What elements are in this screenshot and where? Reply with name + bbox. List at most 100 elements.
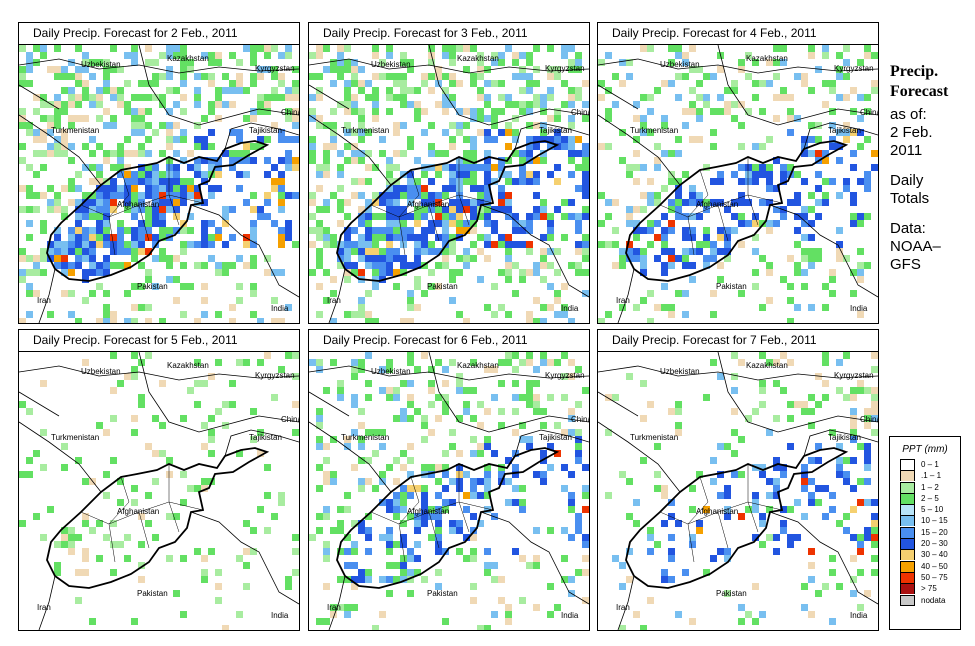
label-afghanistan: Afghanistan — [407, 507, 449, 516]
label-kyrgyzstan: Kyrgyzstan — [834, 64, 874, 73]
precip-map: Kazakhstan Uzbekistan Kyrgyzstan China Turkm… — [598, 45, 878, 323]
panel-title: Daily Precip. Forecast for 3 Feb., 2011 — [309, 23, 589, 45]
label-iran: Iran — [327, 296, 341, 305]
legend-swatch — [900, 504, 915, 516]
totals-line1: Daily — [890, 172, 924, 189]
side-title-line1: Precip. — [890, 63, 939, 80]
label-uzbekistan: Uzbekistan — [371, 60, 411, 69]
legend-swatch — [900, 594, 915, 606]
data-line3: GFS — [890, 256, 921, 273]
legend-swatch — [900, 571, 915, 583]
country-labels: Kazakhstan Uzbekistan Kyrgyzstan China Turkm… — [37, 54, 299, 313]
country-labels: Kazakhstan Uzbekistan Kyrgyzstan China Turkm… — [327, 361, 589, 620]
legend-item: 50 – 75 — [890, 571, 960, 583]
label-kyrgyzstan: Kyrgyzstan — [545, 371, 585, 380]
label-iran: Iran — [37, 296, 51, 305]
label-china: China — [860, 108, 878, 117]
forecast-panel-3: Daily Precip. Forecast for 4 Feb., 2011 … — [597, 22, 879, 324]
data-line2: NOAA– — [890, 238, 941, 255]
label-pakistan: Pakistan — [137, 589, 168, 598]
precip-map: Kazakhstan Uzbekistan Kyrgyzstan China Turkm… — [309, 45, 589, 323]
label-afghanistan: Afghanistan — [117, 507, 159, 516]
legend-swatch — [900, 459, 915, 470]
legend-swatch — [900, 538, 915, 550]
label-china: China — [571, 108, 589, 117]
legend-swatch — [900, 470, 915, 482]
label-kyrgyzstan: Kyrgyzstan — [255, 371, 295, 380]
label-pakistan: Pakistan — [716, 589, 747, 598]
label-uzbekistan: Uzbekistan — [371, 367, 411, 376]
label-china: China — [281, 415, 299, 424]
label-china: China — [281, 108, 299, 117]
label-iran: Iran — [616, 603, 630, 612]
legend-title: PPT (mm) — [902, 444, 948, 455]
precip-cells — [309, 45, 589, 323]
legend-item: .1 – 1 — [890, 470, 960, 482]
legend-item: 2 – 5 — [890, 492, 960, 504]
forecast-panel-5: Daily Precip. Forecast for 6 Feb., 2011 … — [308, 329, 590, 631]
legend-item: > 75 — [890, 583, 960, 595]
label-uzbekistan: Uzbekistan — [81, 60, 121, 69]
side-title-line2: Forecast — [890, 83, 949, 100]
legend-swatch — [900, 492, 915, 504]
forecast-panel-1: Daily Precip. Forecast for 2 Feb., 2011 … — [18, 22, 300, 324]
label-afghanistan: Afghanistan — [696, 200, 738, 209]
label-china: China — [860, 415, 878, 424]
label-afghanistan: Afghanistan — [407, 200, 449, 209]
precip-cells — [309, 352, 589, 630]
legend-label: 2 – 5 — [921, 493, 939, 503]
panel-title: Daily Precip. Forecast for 2 Feb., 2011 — [19, 23, 299, 45]
precip-map: Kazakhstan Uzbekistan Kyrgyzstan China Turkm… — [598, 352, 878, 630]
label-tajikistan: Tajikistan — [539, 126, 572, 135]
label-turkmenistan: Turkmenistan — [630, 433, 678, 442]
label-tajikistan: Tajikistan — [539, 433, 572, 442]
afghanistan-border — [336, 447, 560, 589]
panel-title: Daily Precip. Forecast for 5 Feb., 2011 — [19, 330, 299, 352]
legend-item: 30 – 40 — [890, 549, 960, 561]
precip-map: Kazakhstan Uzbekistan Kyrgyzstan China Turkm… — [19, 352, 299, 630]
legend-label: .1 – 1 — [921, 471, 942, 481]
legend-label: 50 – 75 — [921, 572, 948, 582]
asof-date-line1: 2 Feb. — [890, 124, 933, 141]
label-kazakhstan: Kazakhstan — [457, 361, 499, 370]
forecast-panel-2: Daily Precip. Forecast for 3 Feb., 2011 … — [308, 22, 590, 324]
forecast-panel-4: Daily Precip. Forecast for 5 Feb., 2011 … — [18, 329, 300, 631]
legend-label: 40 – 50 — [921, 561, 948, 571]
afghanistan-border — [46, 140, 270, 282]
legend-swatch — [900, 515, 915, 527]
label-iran: Iran — [37, 603, 51, 612]
label-tajikistan: Tajikistan — [249, 126, 282, 135]
side-info: Precip. Forecast as of: 2 Feb. 2011 Dail… — [890, 62, 975, 274]
label-tajikistan: Tajikistan — [249, 433, 282, 442]
country-labels: Kazakhstan Uzbekistan Kyrgyzstan China Turkm… — [616, 361, 878, 620]
legend-item: 40 – 50 — [890, 560, 960, 572]
afghanistan-border — [625, 447, 849, 589]
country-borders — [598, 352, 878, 630]
label-pakistan: Pakistan — [427, 589, 458, 598]
label-india: India — [850, 611, 868, 620]
label-kazakhstan: Kazakhstan — [457, 54, 499, 63]
label-turkmenistan: Turkmenistan — [341, 433, 389, 442]
label-uzbekistan: Uzbekistan — [81, 367, 121, 376]
precip-map: Kazakhstan Uzbekistan Kyrgyzstan China Turkm… — [309, 352, 589, 630]
label-afghanistan: Afghanistan — [117, 200, 159, 209]
asof-date-line2: 2011 — [890, 142, 923, 159]
legend-swatch — [900, 549, 915, 561]
legend-label: 10 – 15 — [921, 516, 948, 526]
precip-cells — [19, 45, 299, 323]
label-pakistan: Pakistan — [716, 282, 747, 291]
label-turkmenistan: Turkmenistan — [51, 433, 99, 442]
legend-item: 5 – 10 — [890, 504, 960, 516]
panel-title: Daily Precip. Forecast for 4 Feb., 2011 — [598, 23, 878, 45]
asof-label: as of: — [890, 106, 927, 123]
legend-label: 30 – 40 — [921, 550, 948, 560]
legend-swatch — [900, 560, 915, 572]
country-labels: Kazakhstan Uzbekistan Kyrgyzstan China Turkm… — [37, 361, 299, 620]
label-uzbekistan: Uzbekistan — [660, 367, 700, 376]
country-borders — [19, 45, 299, 323]
label-kyrgyzstan: Kyrgyzstan — [545, 64, 585, 73]
label-tajikistan: Tajikistan — [828, 126, 861, 135]
label-kazakhstan: Kazakhstan — [746, 54, 788, 63]
legend-label: 20 – 30 — [921, 539, 948, 549]
